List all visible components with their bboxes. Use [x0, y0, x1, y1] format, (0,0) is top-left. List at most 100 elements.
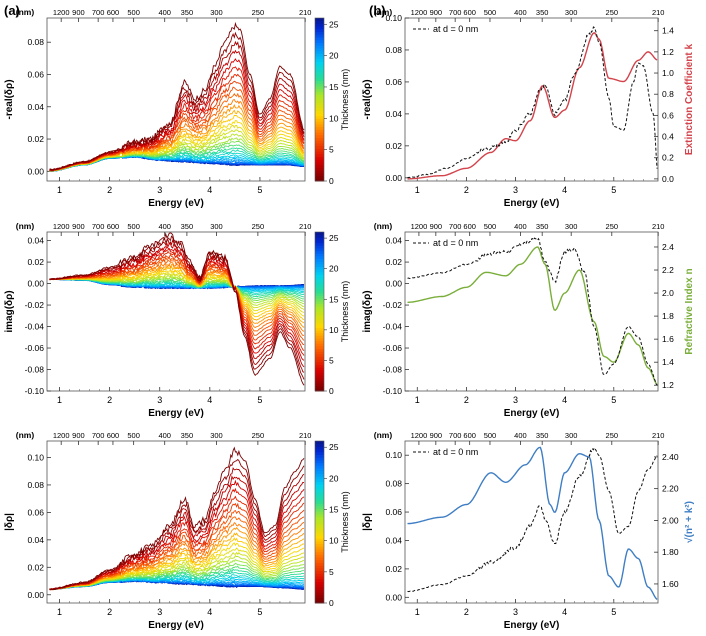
colorbar-segment [315, 300, 324, 305]
colorbar-segment [315, 110, 324, 114]
x-tick-label: 3 [513, 607, 518, 617]
colorbar-segment [315, 277, 324, 281]
top-tick-label: 1200 [53, 431, 70, 440]
colorbar-segment [315, 20, 324, 24]
top-tick-label: 400 [158, 431, 171, 440]
colorbar-segment [315, 269, 324, 273]
colorbar-segment [315, 508, 324, 512]
colorbar-segment [315, 250, 324, 254]
colorbar-segment [315, 64, 324, 68]
y-tick-label: -0.04 [383, 322, 403, 332]
colorbar-segment [315, 292, 324, 297]
colorbar-segment [315, 115, 324, 120]
colorbar-tick-label: 20 [329, 51, 339, 61]
y-tick-label: 0.04 [27, 236, 44, 246]
colorbar-segment [315, 308, 324, 312]
colorbar-segment [315, 565, 324, 569]
colorbar-segment [315, 478, 324, 482]
colorbar-segment [315, 372, 324, 376]
colorbar-tick-label: 25 [329, 442, 339, 452]
colorbar-segment [315, 322, 324, 326]
colorbar-segment [315, 559, 324, 563]
top-tick-label: 900 [430, 8, 443, 17]
colorbar-segment [315, 489, 324, 493]
x-axis-label: Energy (eV) [148, 198, 204, 209]
colorbar-segment [315, 359, 324, 363]
colorbar-segment [315, 567, 324, 572]
colorbar-segment [315, 500, 324, 504]
top-tick-label: 300 [565, 431, 578, 440]
colorbar-segment [315, 232, 324, 236]
top-tick-label: 210 [652, 431, 665, 440]
y2-axis-label: Extinction Coefficient k [684, 44, 695, 156]
x-axis-label: Energy (eV) [148, 620, 204, 631]
thickness-series-line [49, 256, 305, 341]
y2-tick-label: 1.6 [662, 334, 674, 344]
top-tick-label: 400 [514, 8, 527, 17]
top-tick-label: 600 [107, 431, 120, 440]
y2-tick-label: 0.0 [662, 174, 674, 184]
x-tick-label: 4 [207, 185, 212, 195]
y2-axis-label: Refractive Index n [684, 268, 695, 354]
y-tick-label: -0.08 [383, 365, 403, 375]
colorbar-segment [315, 554, 324, 558]
colorbar-segment [315, 546, 324, 550]
colorbar-frame [314, 17, 325, 182]
colorbar-segment [315, 242, 324, 246]
top-tick-label: 500 [484, 8, 497, 17]
colorbar-segment [315, 31, 324, 35]
top-tick-label: 900 [72, 8, 85, 17]
x-tick-label: 3 [157, 607, 162, 617]
colorbar-segment [315, 332, 324, 336]
colorbar-segment [315, 441, 324, 445]
top-tick-label: 700 [449, 8, 462, 17]
colorbar-segment [315, 540, 324, 545]
y2-tick-label: 0.2 [662, 153, 674, 163]
colorbar-segment [315, 279, 324, 283]
colorbar-segment [315, 239, 324, 244]
top-tick-label: 700 [92, 8, 105, 17]
colorbar-segment [315, 497, 324, 501]
colorbar-segment [315, 459, 324, 464]
colorbar-segment [315, 104, 324, 109]
thickness-series-line [49, 241, 305, 368]
top-tick-label: 210 [652, 8, 665, 17]
colorbar-segment [315, 170, 324, 174]
colorbar-segment [315, 123, 324, 128]
colorbar-label: Thickness (nm) [340, 281, 350, 343]
x-tick-label: 2 [464, 185, 469, 195]
colorbar-segment [315, 364, 324, 368]
thickness-series-line [49, 467, 305, 590]
colorbar-segment [315, 142, 324, 147]
top-tick-label: 900 [430, 222, 443, 231]
x-tick-label: 2 [107, 607, 112, 617]
colorbar-tick-label: 0 [329, 598, 334, 608]
colorbar-segment [315, 495, 324, 499]
y-tick-label: 0.00 [385, 279, 402, 289]
x-tick-label: 5 [611, 185, 616, 195]
x-tick-label: 4 [207, 607, 212, 617]
x-tick-label: 3 [513, 185, 518, 195]
colorbar-segment [315, 126, 324, 130]
colorbar-segment [315, 94, 324, 98]
measured-dashed-line [407, 446, 658, 593]
colorbar-segment [315, 148, 324, 152]
colorbar-segment [315, 524, 324, 528]
colorbar-segment [315, 23, 324, 27]
y-tick-label: 0.08 [385, 479, 402, 489]
top-tick-label: 210 [652, 222, 665, 231]
colorbar-label: Thickness (nm) [340, 69, 350, 131]
y-tick-label: 0.06 [27, 69, 44, 79]
colorbar-segment [315, 454, 324, 458]
top-tick-label: 700 [92, 222, 105, 231]
top-tick-label: 400 [514, 222, 527, 231]
x-tick-label: 2 [107, 185, 112, 195]
top-tick-label: 350 [181, 431, 194, 440]
colorbar-segment [315, 573, 324, 577]
top-tick-label: 700 [449, 431, 462, 440]
y-tick-label: 0.08 [27, 37, 44, 47]
y-tick-label: -0.10 [25, 386, 45, 396]
colorbar-segment [315, 113, 324, 117]
y-tick-label: -0.06 [25, 343, 45, 353]
colorbar-segment [315, 503, 324, 507]
